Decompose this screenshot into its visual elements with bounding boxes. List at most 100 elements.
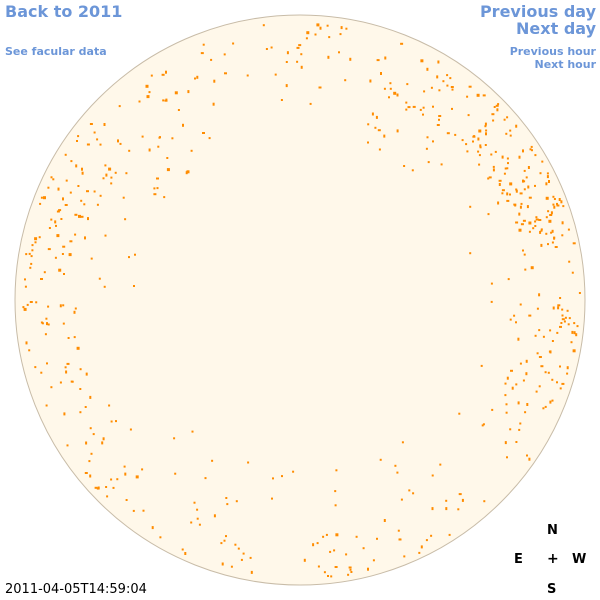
facula-speck — [202, 43, 205, 46]
facula-speck — [230, 565, 233, 568]
facula-speck — [442, 80, 445, 83]
facula-speck — [432, 105, 434, 108]
facula-speck — [316, 542, 319, 545]
facula-speck — [63, 412, 66, 416]
facula-speck — [25, 253, 28, 256]
facula-speck — [204, 477, 207, 480]
facula-speck — [498, 183, 501, 186]
next-hour-link[interactable]: Next hour — [534, 58, 597, 71]
facula-speck — [550, 231, 553, 234]
facula-speck — [511, 386, 514, 390]
facula-speck — [196, 517, 199, 520]
facula-speck — [210, 58, 213, 61]
previous-hour-link[interactable]: Previous hour — [509, 45, 596, 58]
facula-speck — [375, 115, 378, 119]
facula-speck — [539, 230, 542, 234]
facula-speck — [517, 337, 520, 341]
facula-speck — [103, 123, 106, 126]
facula-speck — [530, 266, 534, 270]
facula-speck — [213, 514, 216, 518]
facula-speck — [28, 349, 31, 352]
facula-speck — [501, 155, 504, 159]
facula-speck — [524, 268, 527, 271]
facula-speck — [578, 292, 581, 294]
facula-speck — [103, 285, 106, 288]
facula-speck — [114, 171, 117, 174]
facula-speck — [84, 406, 87, 408]
facula-speck — [265, 48, 268, 50]
previous-day-link[interactable]: Previous day — [479, 2, 596, 21]
facula-speck — [43, 196, 46, 200]
facula-speck — [47, 305, 50, 308]
facula-speck — [349, 568, 352, 571]
facula-speck — [94, 486, 98, 489]
facula-speck — [518, 228, 522, 232]
facula-speck — [108, 404, 111, 407]
facula-speck — [303, 558, 306, 562]
facula-speck — [554, 246, 558, 248]
facula-speck — [509, 182, 513, 186]
facula-speck — [383, 134, 386, 138]
facula-speck — [69, 191, 72, 194]
facula-speck — [545, 216, 548, 219]
facula-speck — [506, 167, 509, 170]
next-day-link[interactable]: Next day — [516, 19, 596, 38]
facula-speck — [156, 187, 159, 190]
facula-speck — [430, 534, 433, 537]
facula-speck — [223, 53, 226, 56]
facula-speck — [547, 371, 550, 374]
facula-speck — [519, 422, 522, 425]
facula-speck — [59, 304, 62, 308]
facula-speck — [426, 136, 429, 139]
facula-speck — [482, 94, 486, 97]
facula-speck — [110, 478, 113, 481]
back-to-year-link[interactable]: Back to 2011 — [5, 2, 123, 21]
facula-speck — [99, 194, 102, 197]
facula-speck — [458, 412, 461, 415]
facula-speck — [54, 220, 57, 224]
see-facular-data-link[interactable]: See facular data — [5, 45, 107, 58]
facula-speck — [570, 341, 573, 344]
facula-speck — [66, 362, 70, 365]
facula-speck — [461, 498, 464, 502]
facula-speck — [138, 100, 141, 103]
facula-speck — [454, 133, 457, 136]
facula-speck — [548, 219, 552, 223]
facula-speck — [74, 213, 78, 216]
facula-speck — [466, 150, 469, 153]
facula-speck — [339, 33, 342, 36]
facula-speck — [165, 98, 168, 101]
facula-speck — [225, 497, 228, 499]
facula-speck — [556, 381, 558, 384]
facula-speck — [466, 95, 469, 98]
facula-speck — [96, 203, 99, 206]
facula-speck — [312, 543, 315, 547]
facula-speck — [28, 252, 31, 255]
facula-speck — [306, 31, 310, 35]
facula-speck — [367, 123, 370, 126]
facula-speck — [40, 196, 43, 199]
facula-speck — [148, 91, 151, 94]
facula-speck — [77, 135, 80, 138]
facula-speck — [165, 70, 167, 74]
facula-speck — [232, 42, 235, 45]
facula-speck — [159, 536, 162, 539]
facula-speck — [62, 322, 65, 325]
facula-speck — [226, 503, 229, 506]
facula-speck — [314, 33, 317, 36]
facula-speck — [60, 218, 63, 220]
facula-speck — [35, 301, 38, 304]
facula-speck — [45, 317, 48, 320]
facula-speck — [119, 142, 122, 145]
facula-speck — [309, 102, 312, 105]
facula-speck — [557, 304, 561, 307]
facula-speck — [235, 500, 238, 503]
facula-speck — [102, 177, 105, 180]
facula-speck — [477, 137, 480, 141]
facula-speck — [492, 119, 495, 122]
facula-speck — [333, 549, 336, 552]
facula-speck — [30, 262, 33, 265]
facula-speck — [515, 441, 518, 443]
facula-speck — [523, 253, 526, 256]
